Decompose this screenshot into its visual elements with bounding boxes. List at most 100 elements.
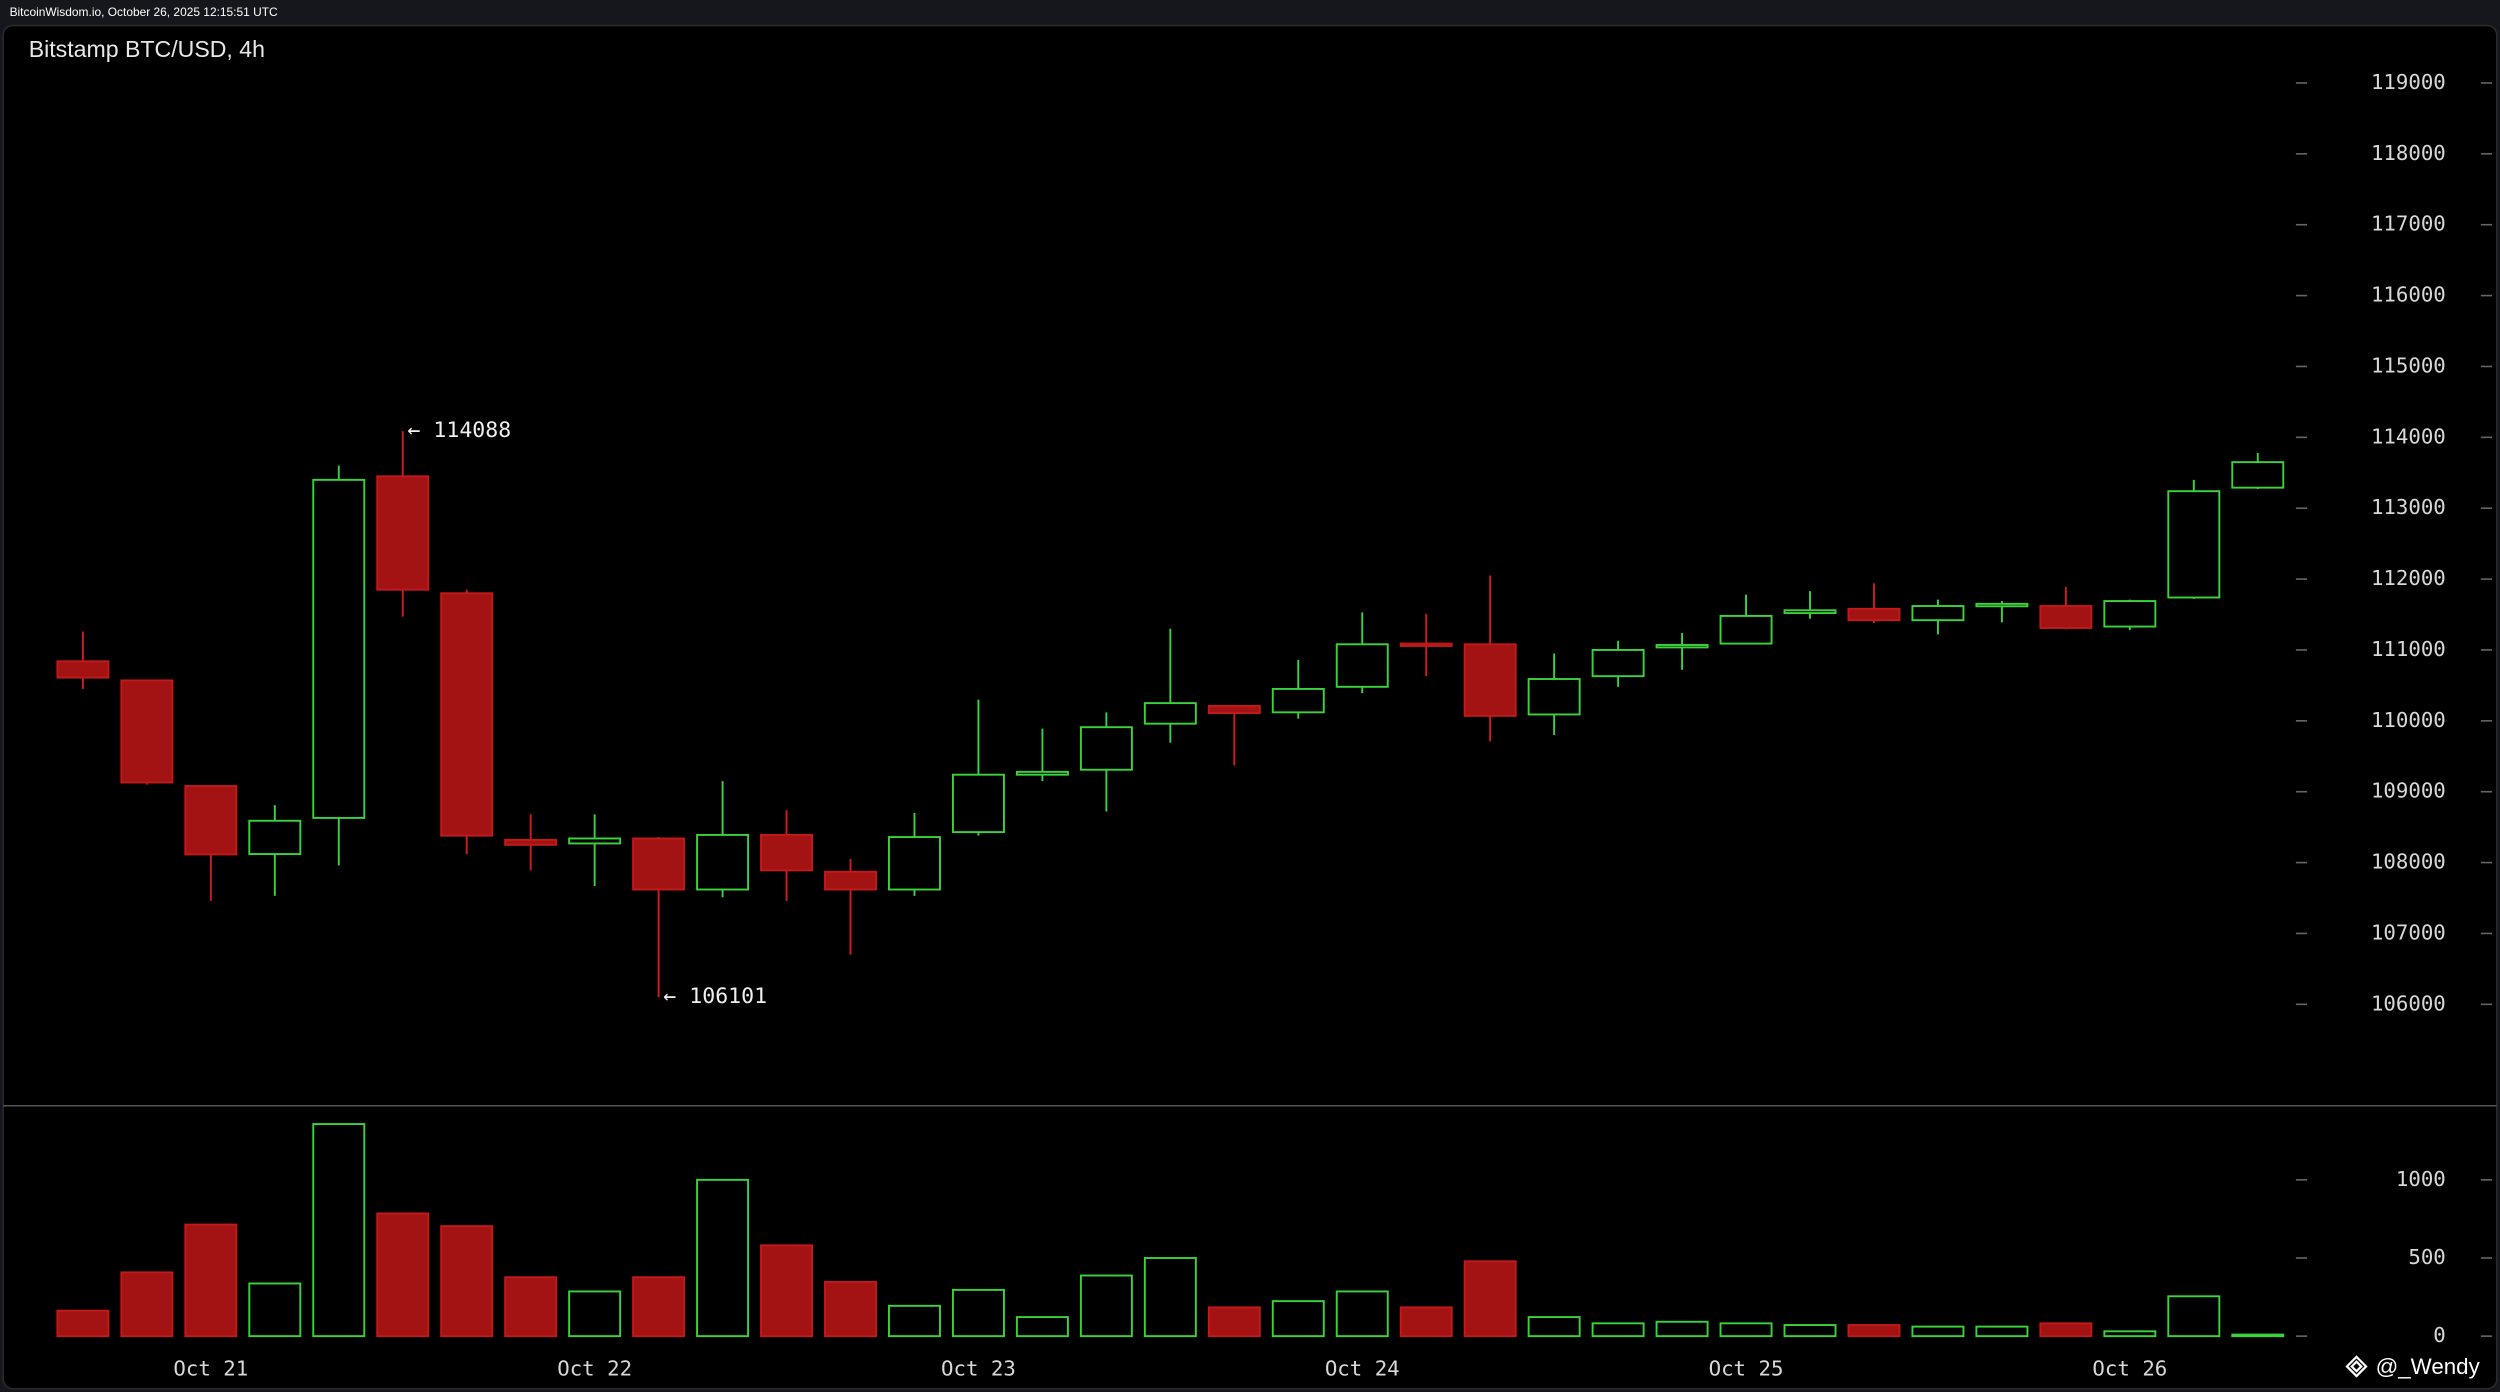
volume-bar bbox=[1015, 1316, 1069, 1338]
candle-body bbox=[440, 592, 494, 837]
volume-bar bbox=[632, 1276, 686, 1338]
candle-body bbox=[184, 785, 238, 856]
volume-bar bbox=[2103, 1330, 2157, 1338]
candle-body bbox=[248, 819, 302, 856]
volume-bar bbox=[696, 1178, 750, 1338]
y-tick-label: 117000 bbox=[2371, 212, 2446, 236]
y-tick-label: 114000 bbox=[2371, 424, 2446, 448]
y-tick-label: 113000 bbox=[2371, 495, 2446, 519]
candle-body bbox=[2231, 461, 2285, 489]
volume-bar bbox=[120, 1271, 174, 1338]
volume-bar bbox=[1079, 1274, 1133, 1338]
candle-body bbox=[888, 836, 941, 891]
candle-body bbox=[1847, 607, 1901, 622]
volume-bar bbox=[1591, 1322, 1645, 1338]
candle-body bbox=[760, 833, 814, 872]
candle-body bbox=[504, 838, 558, 846]
candle-body bbox=[1527, 678, 1581, 716]
watermark-logo bbox=[2345, 1355, 2368, 1378]
y-tick-label: 111000 bbox=[2371, 637, 2446, 661]
volume-bar bbox=[1335, 1290, 1389, 1338]
volume-bar bbox=[1143, 1257, 1197, 1338]
volume-bar bbox=[888, 1304, 941, 1338]
candle-body bbox=[1591, 648, 1645, 678]
candle-body bbox=[1911, 605, 1965, 622]
volume-bar bbox=[312, 1123, 366, 1338]
candle-body bbox=[568, 837, 622, 845]
candle-body bbox=[312, 478, 366, 819]
y-tick-label: 119000 bbox=[2371, 70, 2446, 94]
candle-body bbox=[1783, 609, 1837, 615]
x-tick-label: Oct 23 bbox=[941, 1357, 1016, 1381]
candle-body bbox=[1335, 643, 1389, 688]
candle-body bbox=[1655, 644, 1709, 649]
volume-bar bbox=[376, 1212, 430, 1338]
y-tick-label: 107000 bbox=[2371, 920, 2446, 944]
volume-bar bbox=[56, 1309, 110, 1338]
y-tick-label: 0 bbox=[2433, 1323, 2445, 1347]
header: BitcoinWisdom.io, October 26, 2025 12:15… bbox=[10, 5, 278, 19]
candle-body bbox=[632, 837, 686, 891]
volume-bar bbox=[248, 1282, 302, 1338]
x-tick-label: Oct 22 bbox=[557, 1357, 632, 1381]
candle-body bbox=[1719, 614, 1773, 645]
candle-body bbox=[1143, 702, 1197, 725]
y-tick-label: 118000 bbox=[2371, 141, 2446, 165]
candle-body bbox=[1271, 687, 1325, 714]
y-tick-label: 112000 bbox=[2371, 566, 2446, 590]
volume-bar bbox=[504, 1276, 558, 1338]
candle-body bbox=[824, 870, 877, 891]
volume-bar bbox=[1719, 1322, 1773, 1338]
volume-bar bbox=[2231, 1333, 2285, 1338]
volume-bar bbox=[1527, 1316, 1581, 1338]
volume-bar bbox=[440, 1225, 494, 1338]
candle-body bbox=[376, 475, 430, 591]
volume-bar bbox=[1975, 1325, 2029, 1338]
volume-bar bbox=[2039, 1322, 2093, 1338]
y-tick-label: 106000 bbox=[2371, 991, 2446, 1015]
candle-body bbox=[1015, 770, 1069, 776]
x-tick-label: Oct 26 bbox=[2092, 1357, 2167, 1381]
volume-bar bbox=[1463, 1260, 1517, 1338]
candle-body bbox=[1975, 602, 2029, 608]
y-tick-label: 1000 bbox=[2396, 1167, 2446, 1191]
volume-bar bbox=[1399, 1306, 1453, 1338]
volume-bar bbox=[1207, 1306, 1261, 1338]
candle-body bbox=[2167, 490, 2221, 599]
volume-bar bbox=[760, 1244, 814, 1338]
chart-title: Bitstamp BTC/USD, 4h bbox=[29, 36, 265, 62]
y-tick-label: 110000 bbox=[2371, 708, 2446, 732]
x-tick-label: Oct 24 bbox=[1325, 1357, 1400, 1381]
volume-bar bbox=[1911, 1325, 1965, 1338]
candle-body bbox=[1463, 643, 1517, 717]
y-tick-label: 108000 bbox=[2371, 850, 2446, 874]
candle-body bbox=[56, 660, 110, 679]
annotation: ← 106101 bbox=[663, 984, 767, 1009]
candle-body bbox=[696, 833, 750, 891]
y-tick-label: 109000 bbox=[2371, 779, 2446, 803]
x-tick-label: Oct 25 bbox=[1709, 1357, 1784, 1381]
candle-body bbox=[951, 773, 1005, 834]
annotation: ← 114088 bbox=[408, 418, 512, 443]
candle-body bbox=[1207, 704, 1261, 714]
volume-bar bbox=[1783, 1324, 1837, 1338]
candle-body bbox=[120, 679, 174, 784]
volume-bar bbox=[184, 1223, 238, 1338]
volume-bar bbox=[2167, 1295, 2221, 1338]
volume-bar bbox=[824, 1280, 877, 1338]
y-tick-label: 500 bbox=[2408, 1245, 2445, 1269]
x-tick-label: Oct 21 bbox=[173, 1357, 248, 1381]
y-tick-label: 116000 bbox=[2371, 283, 2446, 307]
candle-body bbox=[1079, 726, 1133, 771]
candle-body bbox=[1399, 642, 1453, 647]
volume-bar bbox=[1271, 1300, 1325, 1338]
candle-body bbox=[2103, 600, 2157, 628]
volume-bar bbox=[1847, 1324, 1901, 1338]
volume-bar bbox=[951, 1288, 1005, 1338]
watermark: @_Wendy bbox=[2376, 1354, 2481, 1379]
y-tick-label: 115000 bbox=[2371, 353, 2446, 377]
volume-bar bbox=[568, 1290, 622, 1338]
candle-body bbox=[2039, 605, 2093, 629]
